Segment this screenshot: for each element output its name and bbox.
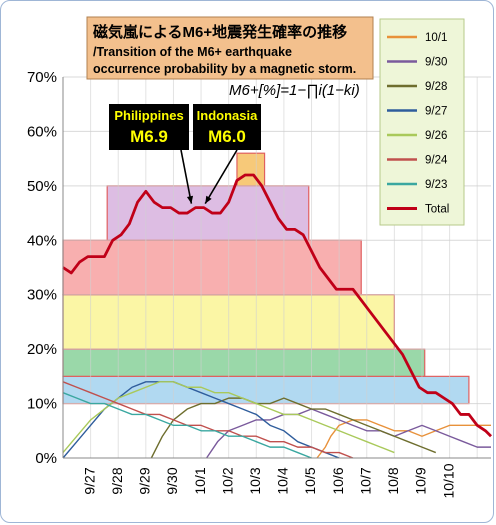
annotations: Philippines M6.9 Indonasia M6.0	[109, 104, 261, 205]
y-tick-label: 40%	[27, 232, 57, 249]
series-line-9-26	[62, 381, 395, 454]
legend-label: 9/26	[425, 130, 447, 142]
annotation-arrow	[180, 149, 193, 204]
axes: 0% 10% 20% 30% 40% 50% 60% 70% 9/27 9/28 9/29 9/30 1…	[27, 69, 491, 499]
chart-title-jp: 磁気嵐によるM6+地震発生確率の推移	[93, 23, 347, 41]
legend-label: 9/23	[425, 179, 447, 191]
y-tick-label: 20%	[27, 341, 57, 358]
y-tick-label: 0%	[35, 450, 57, 467]
legend-label: 9/28	[425, 81, 447, 93]
y-tick-label: 70%	[27, 69, 57, 86]
series-line-10-1	[316, 419, 491, 459]
x-tick-label: 10/9	[413, 467, 429, 494]
x-tick-label: 10/1	[192, 467, 208, 494]
annotation-place: Philippines	[114, 108, 183, 123]
formula: M6+[%]=1−∏i(1−ki)	[229, 82, 360, 99]
x-tick-label: 10/4	[275, 467, 291, 494]
x-tick-label: 9/29	[137, 467, 153, 494]
x-tick-label: 9/30	[164, 467, 180, 494]
annotation-magnitude: M6.9	[130, 127, 168, 146]
y-tick-label: 50%	[27, 178, 57, 195]
series-line-9-28	[150, 397, 437, 459]
chart-title-en-2: occurrence probability by a magnetic sto…	[93, 62, 356, 76]
y-tick-label: 30%	[27, 287, 57, 304]
annotation-arrowhead	[186, 195, 194, 204]
x-tick-label: 10/8	[385, 467, 401, 494]
x-tick-label: 10/5	[302, 467, 318, 494]
legend-label: 9/24	[425, 155, 448, 167]
legend-label: Total	[425, 204, 449, 216]
x-tick-label: 10/3	[247, 467, 263, 494]
series-lines	[62, 173, 492, 459]
series-line-9-30	[206, 408, 491, 459]
series-line-total	[62, 173, 492, 438]
band-5	[236, 152, 266, 187]
series-line-9-23	[62, 392, 312, 459]
y-tick-label: 10%	[27, 396, 57, 413]
x-tick-label: 10/6	[330, 467, 346, 494]
x-tick-label: 9/27	[81, 467, 97, 494]
legend-label: 9/30	[425, 57, 447, 69]
x-tick-label: 10/7	[357, 467, 373, 494]
annotation-place: Indonasia	[197, 108, 258, 123]
y-tick-label: 60%	[27, 123, 57, 140]
band-0	[62, 375, 470, 405]
series-line-9-24	[62, 381, 354, 459]
legend-label: 10/1	[425, 32, 447, 44]
legend-label: 9/27	[425, 106, 447, 118]
annotation-magnitude: M6.0	[208, 127, 246, 146]
band-1	[62, 348, 426, 377]
annotation-box	[193, 104, 261, 150]
legend: 10/1 9/30 9/28 9/27 9/26 9/24 9/23 Total	[379, 18, 465, 226]
chart-title-en-1: /Transition of the M6+ earthquake	[93, 45, 292, 59]
x-tick-label: 9/28	[109, 467, 125, 494]
title-box: 磁気嵐によるM6+地震発生確率の推移 /Transition of the M6…	[86, 16, 374, 80]
x-tick-label: 10/10	[440, 463, 456, 498]
band-4	[106, 185, 310, 241]
annotation-arrow	[204, 149, 238, 205]
x-tick-label: 10/2	[219, 467, 235, 494]
annotation-box	[109, 104, 189, 150]
annotation-arrowhead	[205, 195, 212, 204]
